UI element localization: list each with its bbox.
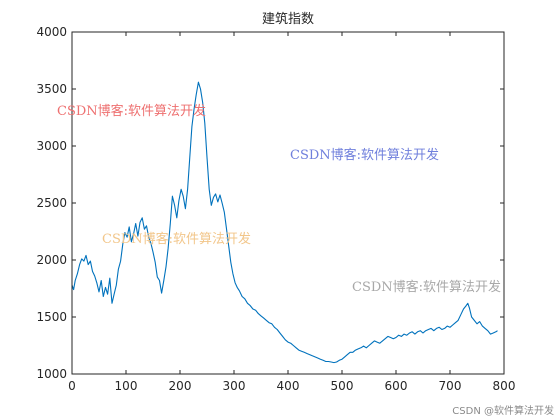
y-tick-label: 2000 bbox=[36, 253, 67, 267]
y-tick-label: 4000 bbox=[36, 25, 67, 39]
x-tick-label: 600 bbox=[385, 379, 408, 393]
series-line-1 bbox=[71, 81, 498, 364]
watermark-3: CSDN博客:软件算法开发 bbox=[102, 231, 251, 247]
footer-credit: CSDN @软件算法开发 bbox=[452, 406, 554, 417]
x-tick-label: 700 bbox=[439, 379, 462, 393]
series-layer bbox=[71, 81, 498, 364]
x-tick-label: 200 bbox=[169, 379, 192, 393]
y-tick-label: 3500 bbox=[36, 82, 67, 96]
x-axis: 0 100 200 300 400 500 600 700 800 bbox=[68, 32, 515, 393]
x-tick-label: 800 bbox=[493, 379, 516, 393]
watermark-4: CSDN博客:软件算法开发 bbox=[352, 279, 501, 295]
x-tick-label: 500 bbox=[331, 379, 354, 393]
x-tick-label: 400 bbox=[277, 379, 300, 393]
y-tick-label: 3000 bbox=[36, 139, 67, 153]
y-tick-label: 1500 bbox=[36, 310, 67, 324]
watermark-2: CSDN博客:软件算法开发 bbox=[290, 147, 439, 163]
x-tick-label: 100 bbox=[115, 379, 138, 393]
y-axis: 1000 1500 2000 2500 3000 3500 4000 bbox=[36, 25, 504, 381]
plot-area bbox=[72, 32, 504, 374]
y-tick-label: 1000 bbox=[36, 367, 67, 381]
x-tick-label: 0 bbox=[68, 379, 76, 393]
chart-title: 建筑指数 bbox=[262, 11, 314, 27]
watermark-1: CSDN博客:软件算法开发 bbox=[57, 103, 206, 119]
y-tick-label: 2500 bbox=[36, 196, 67, 210]
x-tick-label: 300 bbox=[223, 379, 246, 393]
